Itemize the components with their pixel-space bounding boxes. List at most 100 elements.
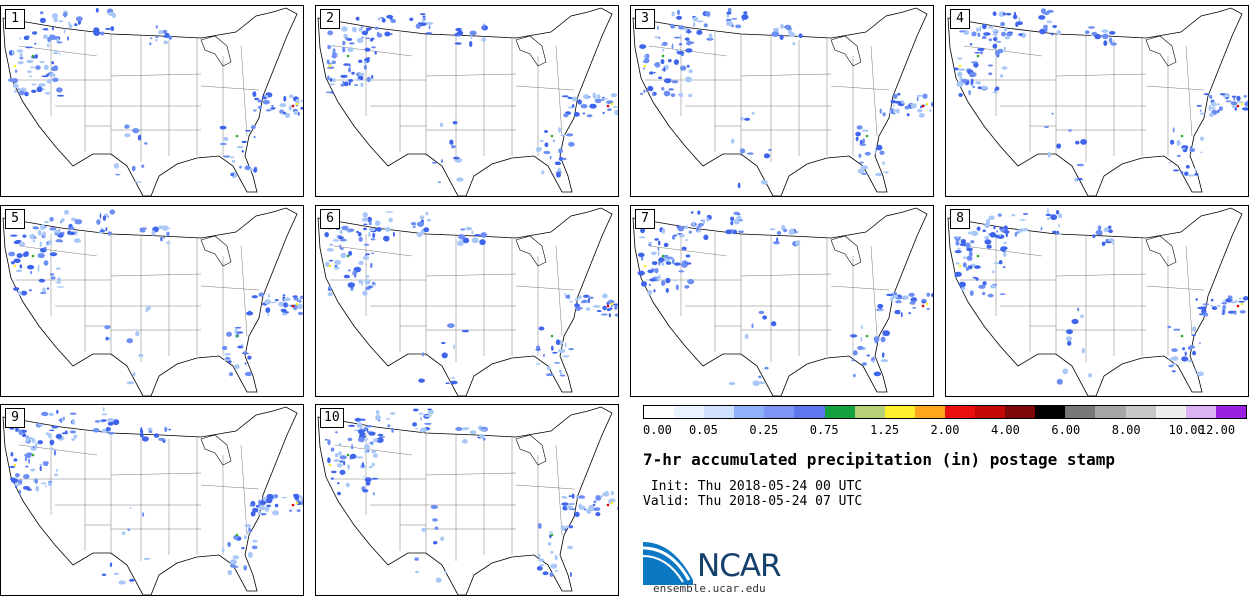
precip-blob: [56, 286, 65, 288]
precip-blob: [908, 292, 915, 297]
precip-blob: [155, 25, 158, 29]
us-coastline: [2, 207, 298, 396]
precip-blob: [356, 230, 359, 234]
precip-blob: [419, 427, 427, 433]
precip-blob: [340, 74, 348, 78]
precip-blob: [54, 230, 61, 235]
precip-blob: [1231, 95, 1237, 98]
state-boundary: [648, 245, 728, 257]
precip-blob: [955, 240, 960, 246]
precip-blob: [351, 71, 355, 75]
precip-blob: [601, 313, 608, 316]
precip-blob: [858, 171, 862, 174]
precip-blob: [390, 18, 396, 24]
precip-blob: [579, 307, 583, 310]
precip-blob: [265, 109, 272, 112]
state-boundary: [18, 245, 98, 257]
precip-blob: [971, 31, 977, 37]
precip-blob: [906, 113, 910, 117]
precip-blob: [1242, 107, 1248, 111]
precip-blob: [919, 105, 923, 109]
precip-blob: [166, 41, 169, 44]
precip-blob: [335, 431, 338, 434]
precip-blob: [67, 36, 69, 41]
precip-blob: [704, 11, 711, 17]
precip-blob: [1084, 30, 1090, 34]
precip-blob: [43, 246, 47, 250]
precip-blob: [349, 42, 355, 45]
precip-blob: [688, 230, 692, 234]
precip-blob: [63, 28, 66, 34]
precip-blob: [365, 287, 371, 291]
precip-blob: [18, 429, 23, 436]
precip-blob: [1223, 299, 1225, 302]
us-coastline: [317, 406, 613, 595]
precip-blob: [900, 312, 903, 318]
precip-blob: [665, 261, 672, 265]
precip-blob: [882, 161, 885, 166]
precip-blob: [1238, 300, 1245, 303]
precip-blob: [999, 74, 1004, 78]
precip-blob: [426, 22, 434, 25]
precip-blob: [1088, 373, 1092, 378]
precip-blob: [671, 43, 674, 50]
precip-blob: [1012, 14, 1018, 20]
precip-blob: [675, 284, 679, 291]
precip-blob: [51, 61, 54, 65]
precip-blob: [589, 103, 597, 109]
precip-blob: [432, 518, 438, 522]
precip-blob: [579, 505, 586, 511]
precip-blob: [416, 221, 425, 227]
precip-blob: [558, 348, 566, 354]
precip-blob: [959, 243, 967, 247]
precip-blob: [58, 53, 61, 56]
precip-blob: [758, 310, 765, 315]
precip-blob: [419, 215, 425, 220]
precip-blob: [421, 19, 425, 22]
precip-max: [610, 302, 614, 306]
precip-blob: [368, 221, 372, 226]
precip-blob: [63, 209, 70, 215]
precip-blob: [685, 238, 688, 242]
precip-blob: [423, 227, 430, 233]
precip-blob: [43, 463, 49, 466]
precip-blob: [783, 228, 788, 233]
precip-blob: [330, 447, 335, 452]
precip-blob: [730, 216, 735, 221]
precip-blob: [735, 24, 742, 29]
precip-blob: [364, 444, 370, 450]
precip-blob: [139, 432, 144, 438]
precip-blob: [379, 436, 382, 439]
colorbar-swatch: [854, 406, 885, 418]
precip-blob: [51, 13, 59, 19]
precip-max: [921, 304, 925, 308]
precip-blob: [471, 237, 479, 244]
precip-blob: [11, 261, 15, 265]
precip-blob: [371, 477, 379, 480]
precip-blob: [337, 236, 344, 240]
precip-blob: [897, 92, 901, 96]
precip-blob: [26, 70, 32, 73]
precip-blob: [780, 23, 784, 29]
precip-blob: [556, 339, 560, 346]
precip-max: [1236, 304, 1240, 308]
precip-blob: [229, 559, 237, 565]
precip-blob: [910, 300, 916, 305]
precip-blob: [132, 128, 140, 134]
precip-blob: [262, 496, 267, 501]
precip-blob: [882, 330, 890, 337]
precip-map: [632, 207, 933, 396]
precip-blob: [982, 281, 987, 286]
state-boundary: [1185, 245, 1193, 337]
precip-blob: [647, 85, 654, 92]
precip-blob: [37, 253, 45, 259]
precip-blob: [1020, 227, 1023, 233]
precip-blob: [562, 355, 570, 358]
precip-blob: [244, 371, 253, 377]
precip-blob: [1080, 314, 1084, 319]
precip-max: [610, 501, 614, 505]
precip-blob: [332, 48, 336, 54]
precip-blob: [32, 226, 39, 230]
precip-blob: [536, 363, 541, 365]
colorbar-tick-label: 4.00: [990, 423, 1020, 437]
